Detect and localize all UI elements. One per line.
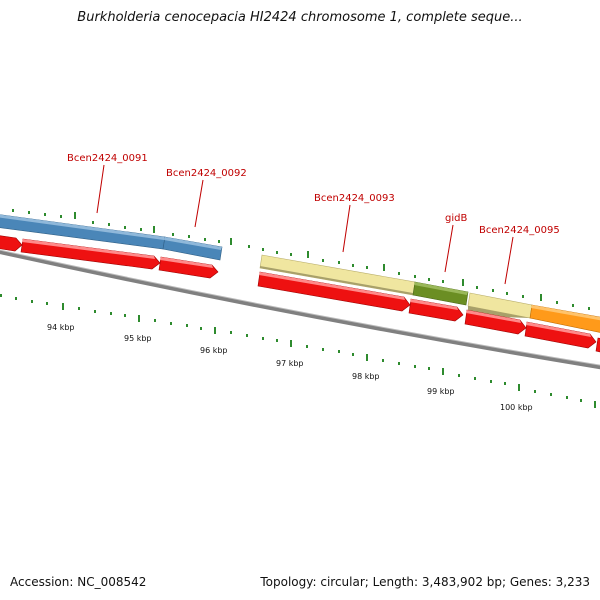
cds-arrow-3[interactable]	[158, 256, 219, 279]
outer-tick-ring	[12, 209, 590, 310]
gene-label-bcen2424-0091[interactable]: Bcen2424_0091	[67, 153, 148, 164]
leader-line-gidb	[444, 224, 454, 273]
gene-block-gidb[interactable]	[412, 281, 469, 306]
genome-summary: Topology: circular; Length: 3,483,902 bp…	[260, 575, 590, 589]
cds-arrow-8[interactable]	[595, 337, 600, 353]
map-title: Burkholderia cenocepacia HI2424 chromoso…	[77, 10, 523, 25]
leader-line-0091	[96, 164, 105, 214]
leader-line-0095	[504, 236, 514, 285]
tick-label-97: 97 kbp	[276, 359, 304, 368]
inner-tick-ring	[0, 294, 596, 408]
tick-label-99: 99 kbp	[427, 387, 455, 396]
gene-block-orange[interactable]	[529, 304, 600, 333]
gene-track	[0, 214, 600, 333]
tick-label-96: 96 kbp	[200, 346, 228, 355]
accession-label: Accession: NC_008542	[10, 575, 147, 589]
gene-label-bcen2424-0095[interactable]: Bcen2424_0095	[479, 225, 560, 236]
cds-track	[0, 235, 600, 353]
gene-label-bcen2424-0093[interactable]: Bcen2424_0093	[314, 193, 395, 204]
backbone-line	[0, 250, 600, 370]
tick-label-98: 98 kbp	[352, 372, 380, 381]
gene-label-gidb[interactable]: gidB	[445, 213, 467, 224]
tick-label-94: 94 kbp	[47, 323, 75, 332]
leader-line-0092	[194, 179, 204, 228]
tick-label-100: 100 kbp	[500, 403, 533, 412]
tick-label-95: 95 kbp	[124, 334, 152, 343]
cds-arrow-5[interactable]	[408, 298, 464, 322]
cds-arrow-1[interactable]	[0, 235, 23, 252]
gene-label-bcen2424-0092[interactable]: Bcen2424_0092	[166, 168, 247, 179]
leader-line-0093	[342, 204, 351, 253]
